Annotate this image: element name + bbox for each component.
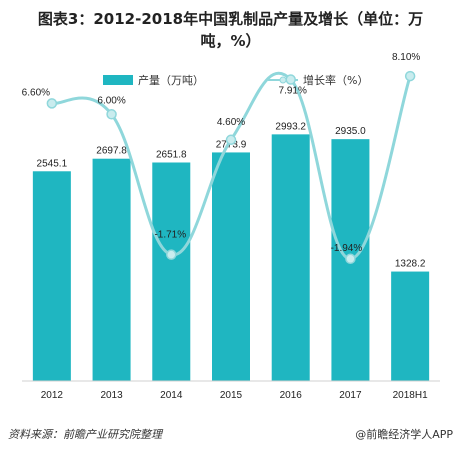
growth-value-label-2017: -1.94% bbox=[331, 243, 363, 254]
bar-2014 bbox=[152, 162, 191, 381]
x-tick-2016: 2016 bbox=[280, 390, 303, 401]
growth-value-label-2016: 7.91% bbox=[279, 86, 307, 97]
bars-group bbox=[32, 134, 430, 381]
bar-value-label-2012: 2545.1 bbox=[37, 158, 68, 169]
chart-title: 图表3：2012-2018年中国乳制品产量及增长（单位：万 吨，%） bbox=[0, 8, 461, 52]
legend-line-marker bbox=[279, 76, 287, 84]
growth-value-label-2014: -1.71% bbox=[154, 230, 186, 241]
bar-value-label-2014: 2651.8 bbox=[156, 149, 187, 160]
growth-line-group bbox=[46, 70, 416, 265]
growth-marker-2013 bbox=[106, 109, 117, 120]
bar-2018H1 bbox=[391, 271, 430, 381]
growth-labels-group: 6.60% 6.00% -1.71% 4.60% 7.91% -1.94% 8.10% bbox=[22, 52, 421, 254]
x-tick-2015: 2015 bbox=[220, 390, 243, 401]
legend-line-label: 增长率（%） bbox=[303, 73, 368, 87]
growth-marker-2015 bbox=[225, 134, 237, 146]
bar-2015 bbox=[212, 152, 250, 381]
bar-2016 bbox=[271, 134, 310, 381]
legend-bar-label: 产量（万吨） bbox=[138, 73, 204, 87]
bar-value-label-2016: 2993.2 bbox=[275, 121, 306, 132]
brand-credit: @前瞻经济学人APP bbox=[355, 426, 453, 442]
source-note: 资料来源：前瞻产业研究院整理 bbox=[8, 428, 162, 441]
x-tick-2017: 2017 bbox=[339, 390, 362, 401]
growth-marker-2014 bbox=[166, 249, 177, 260]
bar-value-label-2018H1: 1328.2 bbox=[395, 259, 426, 270]
chart-title-line1: 图表3：2012-2018年中国乳制品产量及增长（单位：万 bbox=[37, 10, 424, 28]
growth-marker-2017 bbox=[345, 253, 356, 265]
x-tick-2014: 2014 bbox=[160, 390, 183, 401]
growth-marker-2018H1 bbox=[404, 70, 416, 82]
legend: 产量（万吨） 增长率（%） bbox=[103, 73, 368, 87]
brand-credit-text: @前瞻经济学人APP bbox=[355, 428, 453, 441]
growth-marker-2016 bbox=[285, 74, 296, 85]
growth-value-label-2018H1: 8.10% bbox=[392, 52, 420, 63]
x-tick-2018H1: 2018H1 bbox=[393, 390, 428, 401]
growth-value-label-2012: 6.60% bbox=[22, 87, 50, 98]
bar-value-label-2017: 2935.0 bbox=[335, 126, 366, 137]
growth-value-label-2013: 6.00% bbox=[97, 95, 125, 106]
x-tick-labels-group: 2012 2013 2014 2015 2016 2017 2018H1 bbox=[41, 390, 428, 401]
bar-2013 bbox=[92, 158, 131, 381]
growth-value-label-2015: 4.60% bbox=[217, 117, 245, 128]
chart-title-line2: 吨，%） bbox=[200, 32, 261, 50]
x-tick-2012: 2012 bbox=[41, 390, 64, 401]
legend-bar-swatch bbox=[103, 75, 133, 85]
x-tick-2013: 2013 bbox=[100, 390, 123, 401]
growth-marker-2012 bbox=[46, 98, 58, 109]
bar-value-label-2013: 2697.8 bbox=[96, 146, 127, 157]
bar-2012 bbox=[32, 171, 71, 381]
